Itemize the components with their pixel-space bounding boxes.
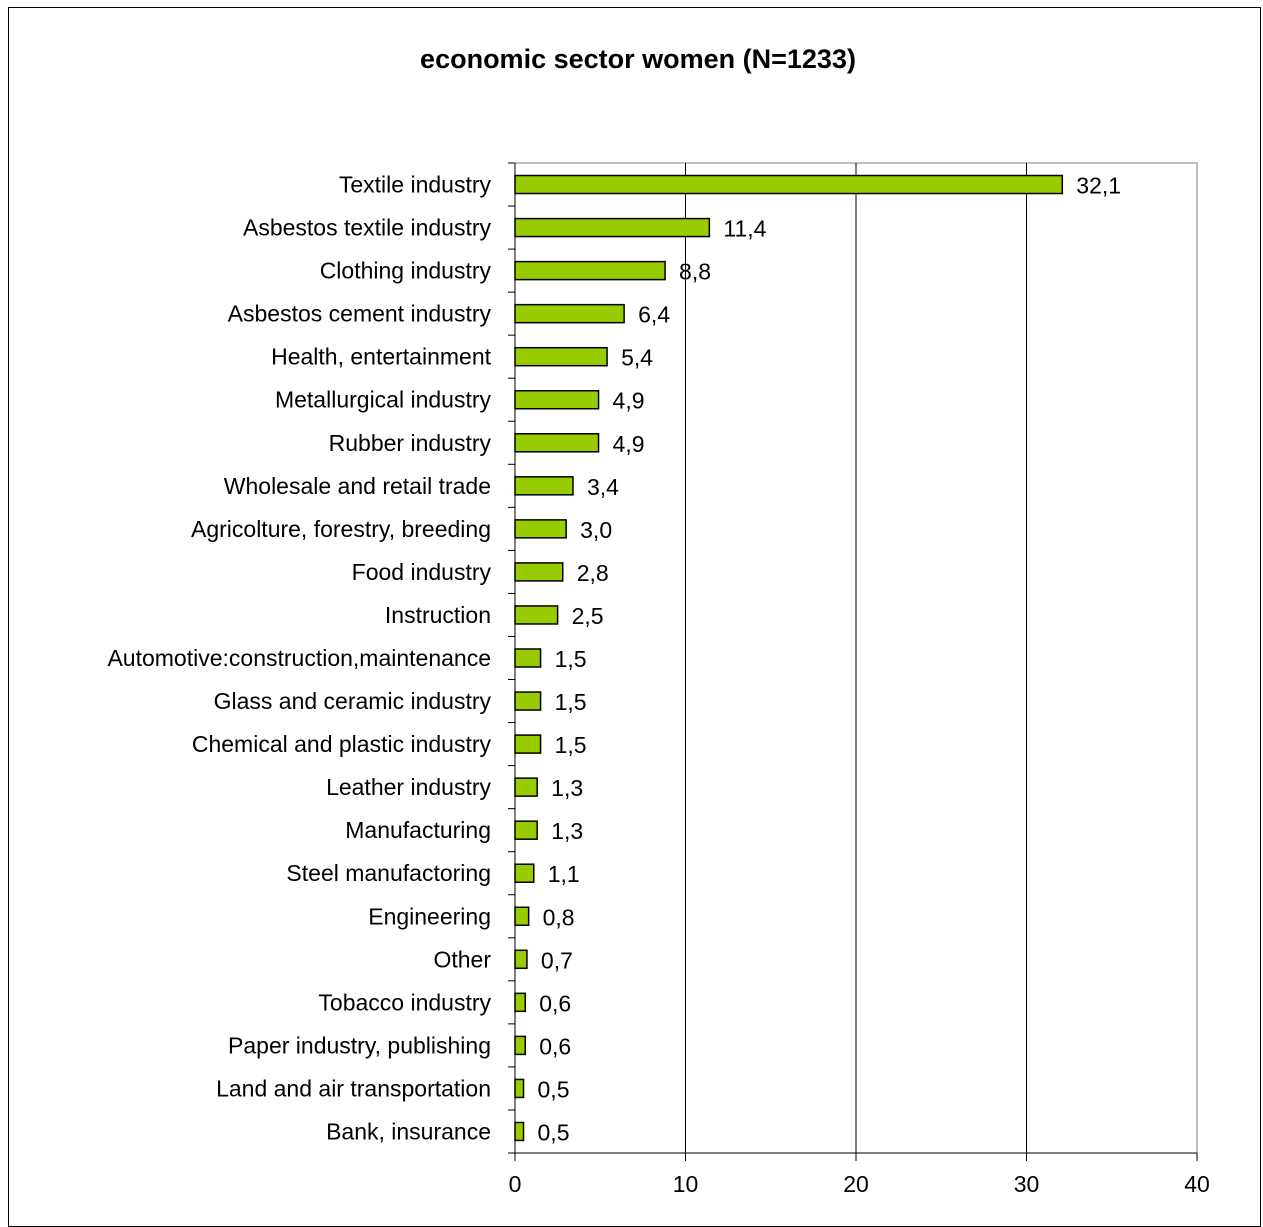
category-label: Wholesale and retail trade — [224, 473, 491, 499]
bar — [514, 562, 564, 582]
value-label: 0,7 — [541, 947, 573, 973]
bar — [514, 174, 1064, 195]
axes — [508, 162, 1197, 1154]
category-label: Steel manufactoring — [286, 860, 491, 886]
bar — [514, 260, 666, 281]
value-label: 3,0 — [580, 517, 612, 543]
bar — [514, 734, 542, 754]
value-label: 3,4 — [587, 474, 619, 500]
category-label: Chemical and plastic industry — [192, 731, 492, 757]
bar — [514, 691, 542, 711]
bar — [514, 1035, 526, 1056]
value-label: 8,8 — [679, 259, 711, 285]
bar — [514, 777, 538, 797]
value-labels: 32,1 11,4 8,8 6,4 5,4 4,9 4,9 3,4 3,0 2,8 2,5 1,5 1,… — [538, 173, 1122, 1146]
category-label: Health, entertainment — [271, 344, 492, 370]
gridlines — [514, 163, 1198, 1161]
category-label: Other — [433, 946, 491, 972]
category-label: Agricolture, forestry, breeding — [191, 516, 491, 542]
category-label: Engineering — [368, 903, 491, 929]
value-label: 1,3 — [551, 775, 583, 801]
category-label: Metallurgical industry — [275, 387, 492, 413]
value-label: 0,5 — [538, 1076, 570, 1102]
category-label: Automotive:construction,maintenance — [107, 645, 491, 671]
category-label: Asbestos cement industry — [228, 301, 492, 327]
x-tick-label: 20 — [843, 1171, 869, 1197]
chart-title: economic sector women (N=1233) — [420, 44, 856, 74]
value-label: 1,5 — [555, 732, 587, 758]
bar — [514, 217, 711, 238]
category-label: Land and air transportation — [216, 1075, 491, 1101]
bar — [514, 476, 574, 496]
x-tick-label: 0 — [509, 1171, 522, 1197]
category-label: Clothing industry — [320, 258, 492, 284]
value-label: 6,4 — [638, 302, 670, 328]
value-label: 1,1 — [548, 861, 580, 887]
bars — [514, 174, 1064, 1142]
category-label: Food industry — [352, 559, 492, 585]
value-label: 0,8 — [543, 904, 575, 930]
value-label: 0,6 — [539, 1033, 571, 1059]
category-labels: Textile industry Asbestos textile industr… — [107, 172, 491, 1145]
category-label: Paper industry, publishing — [228, 1032, 491, 1058]
category-label: Instruction — [385, 602, 491, 628]
bar — [514, 1078, 525, 1099]
bar — [514, 605, 559, 625]
bar — [514, 433, 600, 453]
x-tick-label: 10 — [673, 1171, 699, 1197]
value-label: 0,5 — [538, 1119, 570, 1145]
value-label: 4,9 — [613, 388, 645, 414]
bar — [514, 346, 608, 367]
value-label: 11,4 — [723, 216, 766, 242]
bar — [514, 863, 535, 883]
category-label: Asbestos textile industry — [243, 215, 492, 241]
bar — [514, 519, 567, 539]
category-label: Bank, insurance — [326, 1118, 491, 1144]
category-label: Textile industry — [339, 172, 492, 198]
bar — [514, 820, 538, 840]
category-label: Tobacco industry — [318, 989, 491, 1015]
bar — [514, 906, 530, 927]
value-label: 1,5 — [555, 646, 587, 672]
value-label: 5,4 — [621, 345, 653, 371]
value-label: 2,8 — [577, 560, 609, 586]
bar — [514, 1121, 525, 1142]
value-label: 1,5 — [555, 689, 587, 715]
category-label: Rubber industry — [329, 430, 492, 456]
value-label: 32,1 — [1076, 173, 1121, 199]
value-label: 2,5 — [572, 603, 604, 629]
x-tick-label: 40 — [1184, 1171, 1210, 1197]
bar — [514, 949, 528, 970]
value-label: 0,6 — [539, 990, 571, 1016]
bar — [514, 303, 625, 324]
x-tick-labels: 0 10 20 30 40 — [509, 1171, 1210, 1197]
value-label: 4,9 — [613, 431, 645, 457]
x-tick-label: 30 — [1014, 1171, 1040, 1197]
value-label: 1,3 — [551, 818, 583, 844]
category-label: Glass and ceramic industry — [214, 688, 492, 714]
category-label: Leather industry — [326, 774, 491, 800]
bar — [514, 648, 542, 668]
category-label: Manufacturing — [345, 817, 491, 843]
bar — [514, 389, 600, 410]
bar — [514, 992, 526, 1013]
